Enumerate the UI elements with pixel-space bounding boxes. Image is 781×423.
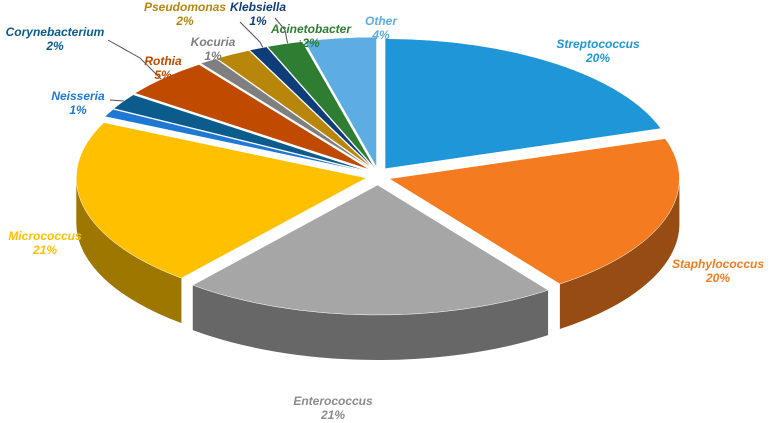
slice-side	[192, 285, 549, 360]
slice-sides	[76, 177, 680, 360]
slice	[388, 138, 680, 285]
slice-label: Klebsiella	[230, 0, 286, 14]
slice-label: Acinetobacter	[270, 22, 352, 36]
value-label: 20%	[705, 271, 730, 285]
slice	[134, 64, 370, 170]
value-label: 1%	[204, 49, 222, 63]
value-label: 20%	[585, 51, 610, 65]
slice	[76, 122, 368, 279]
slice-label: Other	[365, 14, 398, 28]
leader-line	[107, 39, 171, 89]
value-label: 2%	[175, 14, 194, 28]
value-label: 2%	[301, 36, 320, 50]
slice	[267, 41, 375, 168]
slice-tops	[76, 36, 680, 316]
value-label: 4%	[371, 28, 390, 42]
slice	[200, 58, 372, 169]
slice-label: Kocuria	[191, 35, 236, 49]
slice-label: Enterococcus	[293, 394, 373, 408]
slice	[104, 109, 368, 173]
value-label: 5%	[154, 68, 172, 82]
slice-label: Corynebacterium	[6, 25, 105, 39]
slice-label: Rothia	[144, 54, 182, 68]
slice-side	[76, 177, 182, 324]
value-label: 21%	[32, 243, 57, 257]
slice-label: Staphylococcus	[672, 257, 764, 271]
slice	[384, 38, 662, 170]
labels: Streptococcus20%Staphylococcus20%Enteroc…	[6, 0, 765, 422]
slice-label: Pseudomonas	[144, 0, 226, 14]
slice-label: Micrococcus	[8, 229, 82, 243]
slice-label: Streptococcus	[556, 37, 640, 51]
value-label: 2%	[45, 39, 64, 53]
slice-side	[559, 178, 680, 329]
slice-label: Neisseria	[51, 89, 105, 103]
slice	[249, 46, 374, 168]
slice	[216, 50, 373, 169]
value-label: 21%	[320, 408, 345, 422]
slice	[192, 184, 549, 316]
slice	[303, 36, 377, 169]
value-label: 1%	[69, 103, 87, 117]
slice	[113, 94, 368, 172]
value-label: 1%	[249, 14, 267, 28]
